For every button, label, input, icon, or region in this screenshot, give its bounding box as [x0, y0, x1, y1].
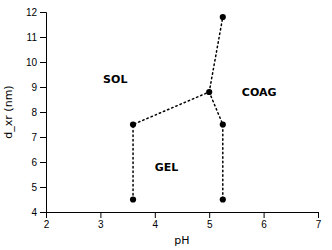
x-axis-tick-mark — [264, 212, 265, 218]
x-axis-tick-mark — [155, 212, 156, 218]
y-axis-tick-mark — [40, 12, 46, 13]
y-axis-tick-mark — [40, 62, 46, 63]
x-axis-tick-mark — [318, 212, 319, 218]
plot: 2 3 4 5 6 7 4 5 6 7 8 9 10 11 12 pH d_xr (nm) SOL GEL COAG — [2, 7, 322, 247]
y-axis-tick: 7 — [31, 132, 46, 143]
x-axis-tick-label: 3 — [98, 219, 104, 230]
y-axis-tick: 12 — [26, 7, 46, 18]
y-axis-tick-mark — [40, 112, 46, 113]
y-axis-tick-label: 8 — [31, 107, 37, 118]
x-axis-tick-label: 4 — [153, 219, 159, 230]
line-segment — [209, 92, 223, 200]
y-axis-tick-label: 5 — [31, 182, 37, 193]
y-axis-tick: 6 — [31, 157, 46, 168]
y-axis-tick: 10 — [26, 57, 46, 68]
y-axis-tick-mark — [40, 162, 46, 163]
y-axis-tick-mark — [40, 187, 46, 188]
y-axis-tick: 8 — [31, 107, 46, 118]
y-axis-tick-label: 7 — [31, 132, 37, 143]
x-axis-tick: 5 — [207, 212, 213, 230]
x-axis: 2 3 4 5 6 7 — [44, 212, 322, 230]
x-axis-line — [47, 213, 319, 219]
y-axis-tick-mark — [40, 212, 46, 213]
y-axis-tick: 5 — [31, 182, 46, 193]
y-axis-tick-label: 6 — [31, 157, 37, 168]
x-axis-title: pH — [174, 234, 189, 247]
y-axis-line — [40, 13, 47, 213]
annotation: SOL — [103, 73, 127, 86]
y-axis-tick-label: 12 — [26, 7, 38, 18]
y-axis: 4 5 6 7 8 9 10 11 12 — [26, 7, 47, 218]
point — [220, 14, 226, 20]
point — [206, 89, 212, 95]
y-axis-tick-label: 11 — [27, 32, 38, 43]
x-axis-tick: 4 — [153, 212, 159, 230]
x-axis-tick-label: 5 — [207, 219, 213, 230]
x-axis-tick: 3 — [98, 212, 104, 230]
y-axis-tick-mark — [40, 37, 46, 38]
x-axis-tick-mark — [209, 212, 210, 218]
annotations: SOL GEL COAG — [103, 73, 276, 174]
x-axis-tick-mark — [100, 212, 101, 218]
chart: 2 3 4 5 6 7 4 5 6 7 8 9 10 11 12 pH d_xr (nm) SOL GEL COAG — [0, 0, 332, 250]
y-axis-tick-mark — [40, 137, 46, 138]
x-axis-tick: 7 — [316, 212, 322, 230]
y-axis-tick: 4 — [31, 207, 46, 218]
annotation: GEL — [155, 161, 179, 174]
line-segment — [133, 92, 209, 200]
point — [130, 121, 136, 127]
point — [220, 196, 226, 202]
x-axis-tick-label: 7 — [316, 219, 322, 230]
x-axis-tick-label: 6 — [261, 219, 267, 230]
y-axis-tick-mark — [40, 87, 46, 88]
line-segment — [209, 17, 223, 92]
x-axis-tick: 6 — [261, 212, 267, 230]
x-axis-tick: 2 — [44, 212, 50, 230]
y-axis-tick: 11 — [27, 32, 46, 43]
annotation: COAG — [242, 86, 277, 99]
point — [130, 196, 136, 202]
marks — [130, 14, 226, 203]
y-axis-tick-label: 9 — [31, 82, 37, 93]
y-axis-title: d_xr (nm) — [2, 85, 15, 138]
y-axis-tick: 9 — [31, 82, 46, 93]
x-axis-tick-label: 2 — [44, 219, 50, 230]
y-axis-tick-label: 10 — [26, 57, 38, 68]
y-axis-tick-label: 4 — [31, 207, 37, 218]
point — [220, 121, 226, 127]
